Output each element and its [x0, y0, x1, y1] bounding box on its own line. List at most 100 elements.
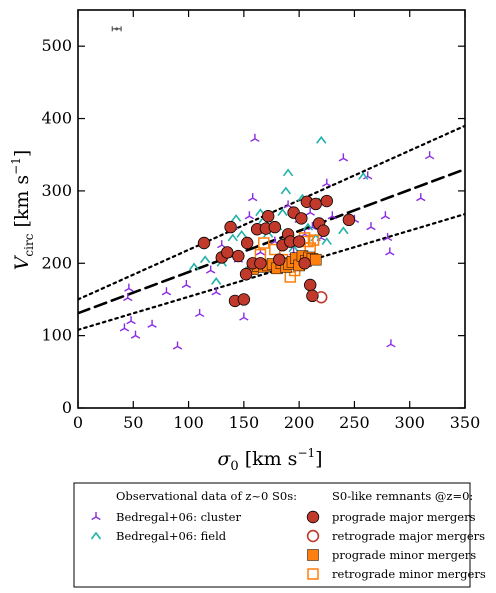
legend-right-title: S0-like remnants @z=0:	[332, 489, 473, 503]
y-axis-title-main: V	[11, 254, 33, 270]
legend-label-retrograde-minor: retrograde minor mergers	[332, 567, 486, 581]
x-axis-title: σ0 [km s−1]	[217, 446, 322, 474]
legend-left-title: Observational data of z~0 S0s:	[116, 489, 297, 503]
tri-point	[123, 293, 133, 302]
y-axis-title-sub: circ	[22, 233, 36, 256]
y-axis-title-close: ]	[11, 150, 33, 157]
caret-point	[358, 172, 369, 180]
tri-point	[305, 207, 315, 216]
circle-filled-point	[295, 212, 308, 225]
x-tick-label: 350	[450, 413, 481, 432]
tri-point	[424, 151, 435, 160]
legend-marker-circle-open	[306, 529, 320, 543]
tri-point	[239, 312, 249, 321]
caret-point	[277, 208, 288, 217]
tri-point	[327, 211, 337, 220]
caret-point	[282, 168, 294, 177]
y-axis-title-unit: [km s	[11, 175, 33, 228]
y-tick-label: 300	[41, 181, 72, 200]
tri-point	[416, 193, 426, 202]
x-tick-label: 0	[73, 413, 83, 432]
x-tick-label: 100	[173, 413, 204, 432]
legend-markers	[90, 510, 320, 580]
caret-point	[200, 255, 211, 264]
circle-filled-point	[304, 278, 317, 292]
dashed-fit-line	[78, 167, 465, 315]
error-bar	[111, 26, 122, 32]
tri-point	[244, 211, 255, 220]
circle-filled-point	[268, 220, 282, 234]
legend-label-prograde-major: prograde major mergers	[332, 510, 476, 524]
legend-label-cluster: Bedregal+06: cluster	[116, 510, 241, 524]
caret-point	[302, 222, 314, 231]
tri-point	[124, 283, 134, 292]
circle-filled-point	[221, 246, 234, 259]
caret-point	[338, 226, 349, 235]
square-filled-point	[309, 253, 322, 266]
legend-marker-caret	[90, 531, 102, 540]
circle-filled-point	[237, 293, 251, 306]
tri-point	[250, 133, 260, 142]
tri-point	[338, 153, 349, 162]
y-tick-label: 400	[41, 109, 72, 128]
plot-frame	[77, 9, 466, 409]
x-axis-title-unit: [km s	[245, 448, 298, 470]
data-points	[119, 133, 435, 350]
tri-point	[217, 240, 227, 249]
y-tick-label: 100	[41, 326, 72, 345]
circle-filled-point	[224, 220, 237, 234]
caret-point	[321, 237, 332, 246]
caret-point	[211, 277, 222, 285]
circle-filled-point	[320, 194, 333, 208]
caret-point	[188, 262, 200, 271]
x-tick-label: 200	[284, 413, 315, 432]
legend-marker-circle-filled	[306, 510, 320, 524]
x-tick-label: 300	[394, 413, 425, 432]
legend-marker-square-filled	[307, 549, 319, 561]
y-tick-label: 0	[62, 398, 72, 417]
y-axis: 0 100 200 300 400 500	[41, 36, 465, 417]
tri-point	[181, 279, 192, 289]
legend-marker-square-open	[307, 568, 319, 580]
caret-point	[280, 186, 292, 195]
tri-point	[322, 178, 332, 187]
tri-point	[366, 222, 376, 231]
caret-point	[230, 214, 242, 222]
y-tick-label: 500	[41, 36, 72, 55]
tri-point	[386, 339, 396, 348]
tri-point	[382, 232, 393, 242]
dotted-fit-line	[78, 124, 465, 301]
circle-filled-point	[342, 213, 356, 227]
circle-filled-point	[261, 210, 275, 223]
square-open-point	[307, 234, 320, 246]
x-axis-title-sub: 0	[230, 459, 238, 474]
x-axis-title-main: σ	[217, 448, 231, 470]
legend-marker-tri	[91, 512, 101, 521]
y-axis-title: Vcirc [km s−1]	[9, 150, 36, 271]
circle-open-point	[315, 291, 328, 304]
tri-point	[172, 341, 183, 350]
caret-point	[236, 229, 247, 238]
tri-point	[194, 308, 205, 318]
y-axis-title-exp: −1	[9, 157, 23, 175]
circle-filled-point	[232, 249, 245, 263]
tri-point	[126, 316, 136, 325]
tri-point	[147, 319, 157, 328]
x-tick-label: 250	[339, 413, 370, 432]
circle-filled-point	[298, 257, 311, 270]
tri-point	[206, 265, 216, 274]
tri-point	[385, 247, 395, 256]
tri-point	[248, 193, 258, 202]
tri-point	[211, 287, 221, 296]
legend: Observational data of z~0 S0s: S0-like r…	[73, 482, 486, 588]
legend-frame	[73, 482, 471, 588]
circle-filled-point	[240, 236, 254, 250]
circle-filled-point	[309, 197, 322, 211]
x-axis-title-exp: −1	[297, 446, 315, 460]
tri-point	[119, 323, 130, 332]
legend-label-prograde-minor: prograde minor mergers	[332, 548, 476, 562]
tri-point	[161, 287, 172, 296]
x-tick-label: 50	[123, 413, 143, 432]
circle-filled-point	[197, 236, 211, 250]
